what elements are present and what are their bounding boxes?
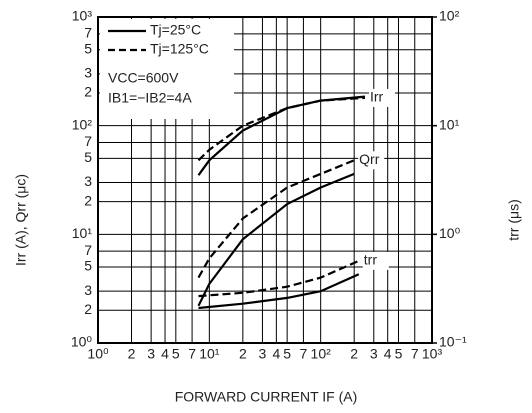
x-tick-label: 2	[350, 346, 358, 362]
x-tick-label: 2	[239, 346, 247, 362]
plot-frame	[97, 16, 433, 344]
y-tick-label: 3	[84, 282, 92, 298]
x-axis-label: FORWARD CURRENT IF (A)	[175, 389, 358, 405]
y-tick-label: 2	[84, 84, 92, 100]
y-tick-label: 10³	[72, 8, 93, 24]
x-tick-label: 7	[411, 346, 419, 362]
x-tick-label: 3	[259, 346, 267, 362]
x-tick-label: 7	[300, 346, 308, 362]
curve-label-bg	[362, 251, 389, 270]
y-axis-label: Irr (A), Qrr (μc)	[13, 174, 29, 266]
curve-label: Irr	[370, 89, 384, 105]
y-tick-label: 2	[84, 192, 92, 208]
curve-label: Qrr	[359, 151, 380, 167]
legend-label: Tj=125°C	[150, 41, 209, 57]
y-tick-label: 7	[84, 25, 92, 41]
x-tick-label: 10²	[311, 346, 332, 362]
y2-tick-label: 10²	[439, 8, 460, 24]
x-tick-label: 10³	[422, 346, 443, 362]
y2-tick-label: 10⁰	[439, 225, 461, 241]
x-tick-label: 3	[370, 346, 378, 362]
x-tick-label: 4	[272, 346, 280, 362]
y2-axis-label: trr (μs)	[506, 199, 522, 241]
legend-label: Tj=25°C	[150, 22, 201, 38]
y-tick-label: 10²	[72, 116, 93, 132]
y2-tick-label: 10⁻¹	[439, 334, 467, 350]
condition: VCC=600V	[108, 70, 179, 86]
y-tick-label: 3	[84, 65, 92, 81]
y-tick-label: 7	[84, 133, 92, 149]
curve-label-bg	[358, 151, 385, 170]
series-line	[197, 172, 355, 307]
x-tick-label: 4	[161, 346, 169, 362]
x-tick-label: 7	[188, 346, 196, 362]
y-tick-label: 10¹	[72, 225, 93, 241]
y-tick-label: 5	[84, 40, 92, 56]
y2-tick-label: 10¹	[439, 116, 460, 132]
curve-label: trr	[364, 252, 378, 268]
curve-label-bg	[368, 88, 395, 107]
y-tick-label: 5	[84, 258, 92, 274]
y-tick-label: 2	[84, 301, 92, 317]
x-tick-label: 5	[283, 346, 291, 362]
series-line	[198, 259, 360, 298]
series-line	[197, 159, 355, 279]
y-tick-label: 3	[84, 173, 92, 189]
x-tick-label: 4	[384, 346, 392, 362]
condition: IB1=−IB2=4A	[108, 90, 192, 106]
x-tick-label: 5	[172, 346, 180, 362]
x-tick-label: 3	[147, 346, 155, 362]
legend-box	[100, 19, 234, 119]
y-tick-label: 10⁰	[71, 334, 93, 350]
x-tick-label: 10¹	[199, 346, 220, 362]
y-tick-label: 5	[84, 149, 92, 165]
y-tick-label: 7	[84, 242, 92, 258]
x-tick-label: 10⁰	[87, 346, 109, 362]
x-tick-label: 5	[395, 346, 403, 362]
x-tick-label: 2	[128, 346, 136, 362]
series-line	[198, 273, 360, 310]
series-line	[197, 96, 366, 162]
